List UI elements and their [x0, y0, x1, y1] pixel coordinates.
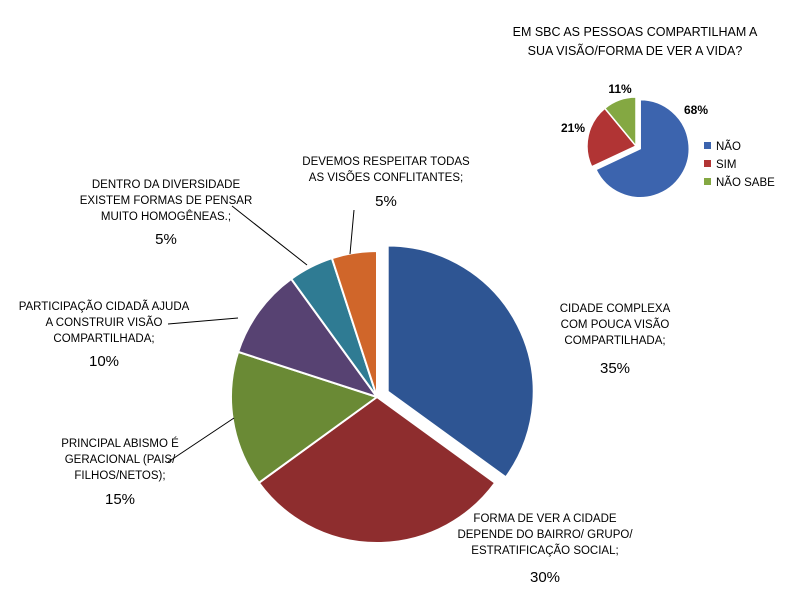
leader-line [167, 317, 239, 325]
small-pie-legend: NÃO SIM NÃO SABE [704, 140, 775, 189]
slice-label: PARTICIPAÇÃO CIDADÃ AJUDA A CONSTRUIR VIS… [19, 300, 190, 345]
slice-label: DEVEMOS RESPEITAR TODAS AS VISÕES CONFLIT… [302, 156, 470, 184]
small-pie-slice [594, 98, 690, 199]
small-slice-percent: 68% [684, 103, 708, 117]
pie-slice [386, 244, 535, 479]
legend-entry: SIM [716, 159, 736, 171]
legend-entry: NÃO SABE [716, 176, 775, 189]
small-slice-percent: 21% [561, 121, 585, 135]
slice-percent: 5% [155, 231, 177, 248]
slice-label: PRINCIPAL ABISMO É GERACIONAL (PAIS/FILHO… [61, 437, 179, 482]
leader-line [231, 205, 308, 266]
small-pie-title: EM SBC AS PESSOAS COMPARTILHAM A SUA VISÃ… [513, 25, 758, 58]
legend-swatch [704, 178, 711, 185]
main-pie-chart [230, 244, 535, 545]
pie-slice [230, 350, 380, 485]
small-slice-percent: 11% [608, 82, 632, 96]
main-pie-labels: CIDADE COMPLEXA COM POUCA VISÃO COMPARTILH… [19, 156, 671, 586]
pie-slice [257, 395, 497, 545]
small-pie-chart: 68% 21% 11% [561, 82, 708, 199]
slice-label: CIDADE COMPLEXA COM POUCA VISÃO COMPARTILH… [560, 303, 671, 347]
small-chart-title: EM SBC AS PESSOAS COMPARTILHAM A SUA VISÃ… [513, 25, 758, 58]
leader-line [349, 209, 355, 255]
slice-percent: 15% [105, 491, 135, 508]
legend-entry: NÃO [716, 140, 741, 153]
slice-percent: 35% [600, 360, 630, 377]
slice-label: DENTRO DA DIVERSIDADE EXISTEM FORMAS DE P… [80, 179, 253, 223]
slice-percent: 5% [375, 193, 397, 210]
small-pie-slice [603, 96, 637, 149]
pie-slice [236, 277, 380, 399]
pie-slice [330, 249, 378, 398]
legend-swatch [704, 160, 711, 167]
slice-percent: 10% [89, 353, 119, 370]
small-pie-slice [586, 107, 638, 168]
legend-swatch [704, 142, 711, 149]
slice-label: FORMA DE VER A CIDADE DEPENDE DO BAIRRO/ … [457, 513, 633, 557]
leader-line [167, 417, 235, 463]
slice-percent: 30% [530, 569, 560, 586]
